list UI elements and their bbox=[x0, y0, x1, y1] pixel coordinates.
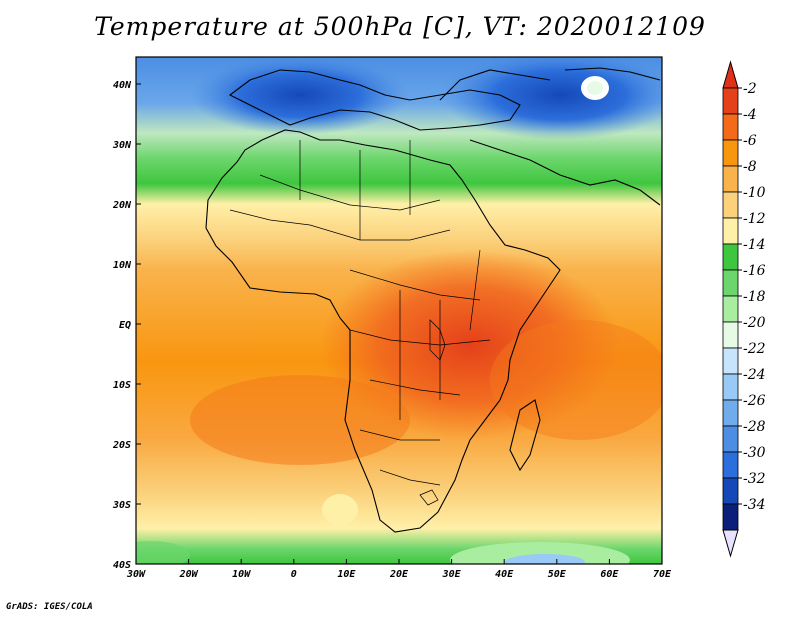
lat-tick-label: 10S bbox=[113, 380, 131, 391]
colorbar-swatch bbox=[722, 399, 739, 427]
lon-tick-label: 10E bbox=[337, 569, 356, 580]
lat-tick-label: 40S bbox=[113, 560, 131, 571]
colorbar: -2 -4 -6 -8 -10 -12 -14 -16 -18 -20 -22 -24 -26 -28 -3… bbox=[722, 60, 766, 558]
lat-tick-label: 20S bbox=[112, 440, 131, 451]
colorbar-swatch bbox=[722, 477, 739, 505]
longitude-axis: 30W 20W 10W 0 10E 20E 30E 40E 50E 60E 70E bbox=[126, 559, 672, 580]
colorbar-label: -10 bbox=[743, 185, 766, 201]
lon-tick-label: 20W bbox=[179, 569, 199, 580]
lat-tick-label: 20N bbox=[112, 200, 132, 211]
colorbar-label: -24 bbox=[743, 367, 766, 383]
colorbar-swatch bbox=[722, 217, 739, 245]
lon-tick-label: 0 bbox=[291, 569, 297, 580]
lat-tick-label: EQ bbox=[119, 320, 131, 331]
lon-tick-label: 60E bbox=[600, 569, 619, 580]
colorbar-label: -16 bbox=[743, 263, 766, 279]
lon-tick-label: 20E bbox=[389, 569, 409, 580]
lon-tick-label: 30E bbox=[442, 569, 462, 580]
colorbar-swatch bbox=[722, 113, 739, 141]
colorbar-top-arrow bbox=[722, 60, 739, 89]
latitude-axis: 40N 30N 20N 10N EQ 10S 20S 30S 40S bbox=[112, 80, 141, 571]
lon-tick-label: 70E bbox=[653, 569, 672, 580]
colorbar-label: -26 bbox=[743, 393, 766, 409]
lon-tick-label: 10W bbox=[232, 569, 251, 580]
lon-tick-label: 50E bbox=[548, 569, 567, 580]
lat-tick-label: 10N bbox=[113, 260, 132, 271]
colorbar-swatch bbox=[722, 503, 739, 531]
grads-credit: GrADS: IGES/COLA bbox=[6, 602, 93, 612]
colorbar-label: -14 bbox=[743, 237, 766, 253]
colorbar-swatch bbox=[722, 87, 739, 115]
lon-tick-label: 30W bbox=[126, 569, 146, 580]
colorbar-label: -18 bbox=[743, 289, 766, 305]
country-borders bbox=[229, 140, 491, 506]
colorbar-label: -34 bbox=[743, 497, 766, 513]
map-title: Temperature at 500hPa [C], VT: 202001210… bbox=[94, 12, 706, 41]
colorbar-label: -8 bbox=[743, 159, 757, 175]
colorbar-swatch bbox=[722, 321, 739, 349]
colorbar-swatch bbox=[722, 373, 739, 401]
colorbar-label: -32 bbox=[743, 471, 766, 487]
colorbar-label: -6 bbox=[743, 133, 757, 149]
lat-tick-label: 40N bbox=[113, 80, 132, 91]
coastlines bbox=[205, 67, 661, 533]
colorbar-swatch bbox=[722, 347, 739, 375]
colorbar-bottom-arrow bbox=[722, 529, 739, 558]
colorbar-swatch bbox=[722, 165, 739, 193]
colorbar-swatch bbox=[722, 243, 739, 271]
colorbar-label: -22 bbox=[743, 341, 766, 357]
colorbar-label: -12 bbox=[743, 211, 766, 227]
lat-tick-label: 30N bbox=[112, 140, 132, 151]
colorbar-swatch bbox=[722, 139, 739, 167]
colorbar-label: -4 bbox=[743, 107, 757, 123]
colorbar-swatch bbox=[722, 269, 739, 297]
colorbar-label: -28 bbox=[743, 419, 766, 435]
colorbar-label: -20 bbox=[743, 315, 766, 331]
colorbar-label: -30 bbox=[743, 445, 766, 461]
lon-tick-label: 40E bbox=[495, 569, 514, 580]
temperature-field bbox=[136, 57, 662, 564]
colorbar-swatch bbox=[722, 451, 739, 479]
colorbar-swatch bbox=[722, 295, 739, 323]
colorbar-swatch bbox=[722, 425, 739, 453]
colorbar-swatch bbox=[722, 191, 739, 219]
lat-tick-label: 30S bbox=[112, 500, 131, 511]
colorbar-label: -2 bbox=[743, 81, 757, 97]
